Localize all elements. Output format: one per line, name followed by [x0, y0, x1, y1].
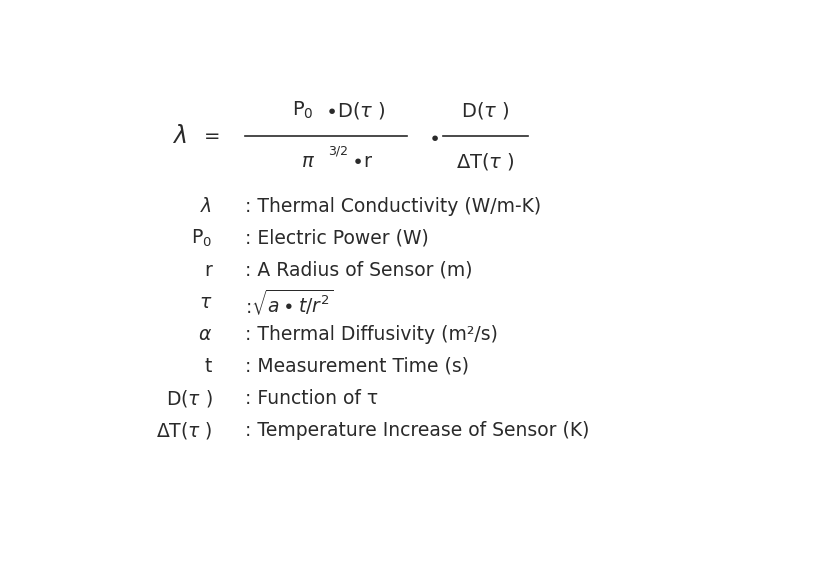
- Text: P$_\mathregular{0}$: P$_\mathregular{0}$: [191, 228, 212, 249]
- Text: : Function of τ: : Function of τ: [245, 389, 378, 408]
- Text: =: =: [204, 127, 221, 146]
- Text: $\pi$: $\pi$: [300, 152, 315, 171]
- Text: : Thermal Diffusivity (m²/s): : Thermal Diffusivity (m²/s): [245, 325, 498, 344]
- Text: $\Delta$T($\tau$ ): $\Delta$T($\tau$ ): [156, 420, 212, 440]
- Text: $\Delta$T($\tau$ ): $\Delta$T($\tau$ ): [456, 151, 514, 172]
- Text: $\tau$: $\tau$: [199, 292, 212, 312]
- Text: : Electric Power (W): : Electric Power (W): [245, 229, 429, 248]
- Text: D($\tau$ ): D($\tau$ ): [461, 100, 509, 121]
- Text: $\alpha$: $\alpha$: [198, 325, 212, 344]
- Text: D($\tau$ ): D($\tau$ ): [165, 387, 212, 409]
- Text: t: t: [205, 357, 212, 376]
- Text: $\bullet$r: $\bullet$r: [351, 152, 373, 171]
- Text: r: r: [204, 261, 212, 280]
- Text: $\bullet$: $\bullet$: [428, 127, 439, 146]
- Text: :$\sqrt{a \bullet t / r^2}$: :$\sqrt{a \bullet t / r^2}$: [245, 287, 333, 317]
- Text: : Temperature Increase of Sensor (K): : Temperature Increase of Sensor (K): [245, 420, 589, 440]
- Text: : Thermal Conductivity (W/m-K): : Thermal Conductivity (W/m-K): [245, 197, 541, 216]
- Text: : Measurement Time (s): : Measurement Time (s): [245, 357, 469, 376]
- Text: $\lambda$: $\lambda$: [172, 124, 187, 148]
- Text: $\lambda$: $\lambda$: [201, 197, 212, 216]
- Text: $\bullet$D($\tau$ ): $\bullet$D($\tau$ ): [325, 100, 386, 121]
- Text: : A Radius of Sensor (m): : A Radius of Sensor (m): [245, 261, 472, 280]
- Text: P$_\mathregular{0}$: P$_\mathregular{0}$: [292, 100, 314, 121]
- Text: 3/2: 3/2: [328, 145, 348, 158]
